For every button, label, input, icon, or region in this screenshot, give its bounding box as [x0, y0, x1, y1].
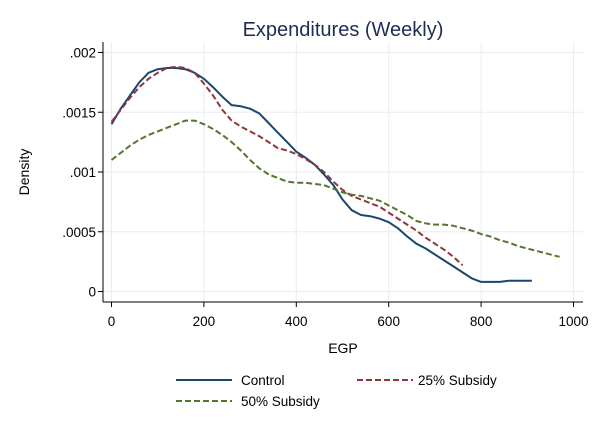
y-tick-label-0: 0	[88, 285, 96, 300]
series-line-50-subsidy	[110, 119, 560, 258]
x-tick-label-2: 400	[285, 314, 308, 329]
x-axis-label: EGP	[328, 340, 358, 356]
y-axis-label: Density	[16, 149, 32, 196]
y-tick-label-2: .001	[70, 165, 96, 180]
legend-label-25-subsidy: 25% Subsidy	[418, 373, 497, 388]
legend-label-50-subsidy: 50% Subsidy	[241, 394, 320, 409]
plot-grid	[103, 42, 583, 302]
legend-label-control: Control	[241, 373, 285, 388]
plot-series	[110, 65, 560, 283]
legend: Control 25% Subsidy 50% Subsidy	[176, 373, 497, 409]
axes: 0 200 400 600 800 1000 0 .0005 .001 .0015 .002	[62, 42, 589, 329]
x-tick-label-0: 0	[108, 314, 116, 329]
y-tick-label-1: .0005	[62, 225, 96, 240]
x-tick-label-5: 1000	[558, 314, 588, 329]
x-tick-label-3: 600	[377, 314, 400, 329]
chart-title: Expenditures (Weekly)	[243, 19, 444, 41]
series-line-control	[110, 67, 532, 283]
x-tick-label-4: 800	[470, 314, 493, 329]
x-tick-label-1: 200	[193, 314, 216, 329]
y-tick-label-4: .002	[70, 46, 96, 61]
y-tick-label-3: .0015	[62, 105, 96, 120]
series-line-25-subsidy	[110, 65, 464, 266]
